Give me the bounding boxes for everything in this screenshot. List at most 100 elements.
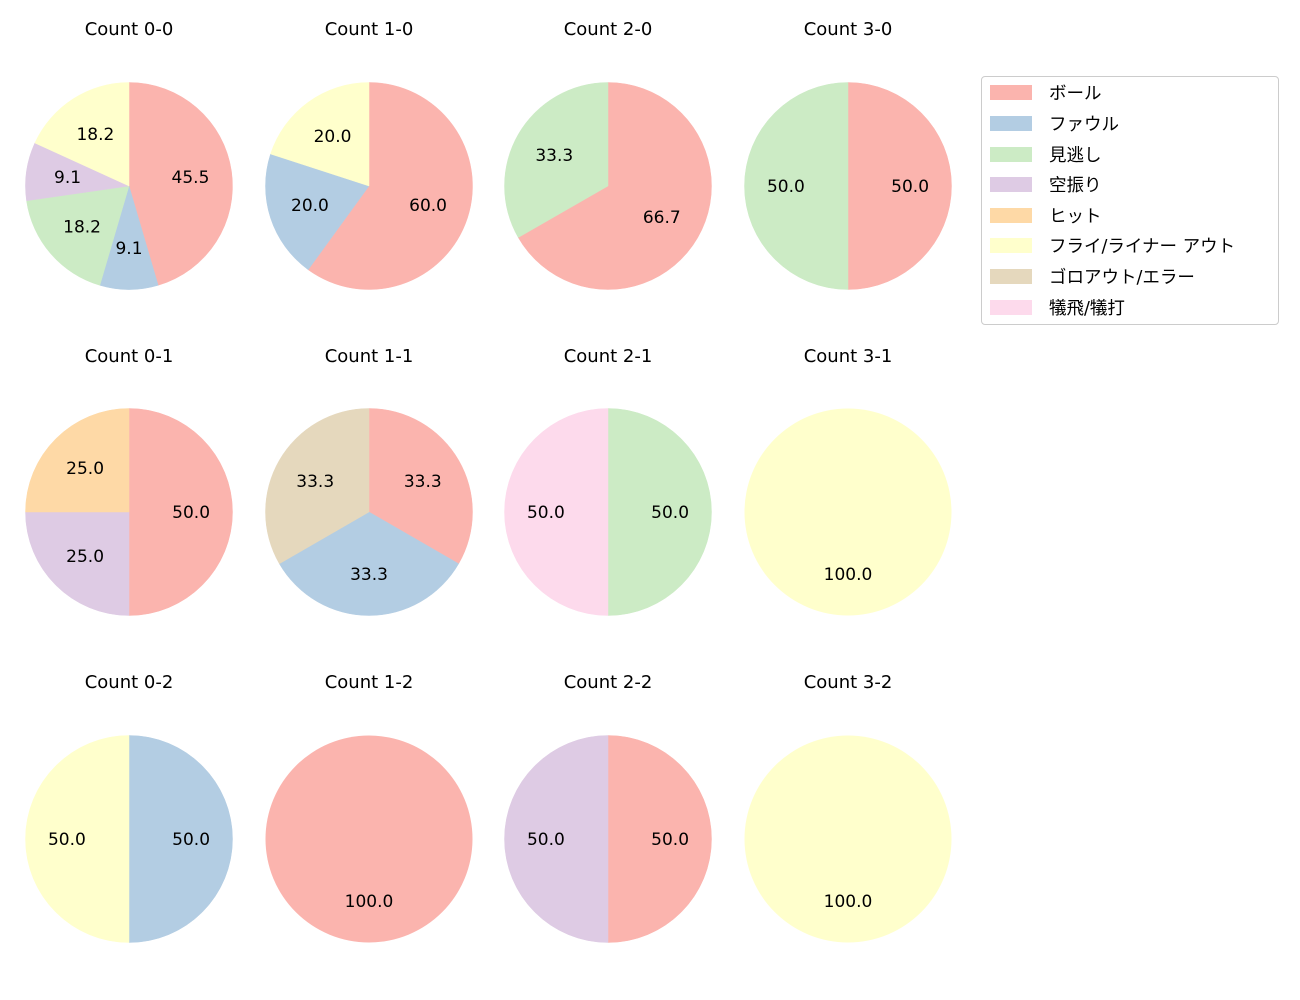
pie-slice — [504, 408, 609, 616]
legend-label: 空振り — [1049, 175, 1102, 196]
pie-title: Count 1-2 — [325, 672, 414, 693]
pie-title: Count 2-0 — [564, 19, 653, 40]
pie-slice — [847, 82, 952, 290]
pie-chart: Count 0-0 45.5 9.1 18.2 9.1 18.2 — [25, 19, 233, 290]
pie-value-label: 18.2 — [76, 125, 114, 145]
pie-title: Count 0-2 — [85, 672, 174, 693]
pie-slice — [25, 511, 130, 616]
pie-value-label: 33.3 — [296, 472, 334, 492]
pie-value-label: 60.0 — [409, 196, 447, 216]
pie-slice — [128, 408, 233, 616]
pie-value-label: 9.1 — [115, 239, 142, 259]
pie-value-label: 50.0 — [767, 177, 805, 197]
pie-chart: Count 2-0 66.7 33.3 — [504, 19, 712, 290]
pie-value-label: 66.7 — [643, 208, 681, 228]
legend-swatch — [990, 237, 1032, 253]
legend-swatch — [990, 207, 1032, 223]
pie-slice — [744, 408, 952, 616]
legend-label: ゴロアウト/エラー — [1049, 267, 1195, 288]
pie-title: Count 1-1 — [325, 346, 414, 367]
pie-slice — [517, 82, 712, 290]
pie-value-label: 50.0 — [651, 503, 689, 523]
pie-value-label: 33.3 — [350, 565, 388, 585]
pie-value-label: 9.1 — [54, 168, 81, 188]
pie-slice — [504, 735, 609, 943]
pie-slice — [34, 82, 130, 187]
pie-value-label: 50.0 — [172, 503, 210, 523]
pie-value-label: 33.3 — [535, 146, 573, 166]
legend-item-foul: ファウル — [990, 112, 1119, 135]
pie-slice — [607, 408, 712, 616]
pie-title: Count 0-0 — [85, 19, 174, 40]
pie-chart: Count 1-1 33.3 33.3 33.3 — [265, 346, 473, 616]
pie-value-label: 45.5 — [172, 168, 210, 188]
pie-slice — [128, 735, 233, 943]
pie-title: Count 3-1 — [804, 346, 893, 367]
legend-swatch — [990, 176, 1032, 192]
legend-label: ボール — [1049, 83, 1102, 104]
legend-label: フライ/ライナー アウト — [1049, 236, 1236, 257]
pie-value-label: 100.0 — [824, 565, 873, 585]
legend-swatch — [990, 146, 1032, 162]
pie-slice — [744, 82, 849, 290]
legend-label: 見逃し — [1049, 145, 1102, 166]
pie-slice — [368, 408, 473, 565]
pie-slice — [744, 735, 952, 943]
pie-slice — [26, 185, 130, 286]
legend: ボール ファウル 見逃し 空振り ヒット フライ/ライナー アウト ゴロアウト/… — [981, 76, 1279, 325]
pie-slice — [265, 153, 370, 271]
pie-slice — [128, 82, 233, 286]
pie-chart: Count 3-0 50.0 50.0 — [744, 19, 952, 290]
legend-item-hit: ヒット — [990, 204, 1102, 227]
pie-chart: Count 1-0 60.0 20.0 20.0 — [265, 19, 473, 290]
pie-title: Count 2-1 — [564, 346, 653, 367]
pie-chart: Count 1-2 100.0 — [265, 672, 473, 943]
pie-value-label: 50.0 — [891, 177, 929, 197]
pie-value-label: 20.0 — [291, 196, 329, 216]
pie-chart: Count 2-2 50.0 50.0 — [504, 672, 712, 943]
legend-swatch — [990, 299, 1032, 315]
pie-value-label: 50.0 — [48, 830, 86, 850]
pie-value-label: 33.3 — [404, 472, 442, 492]
legend-label: 犠飛/犠打 — [1049, 298, 1125, 319]
legend-swatch — [990, 84, 1032, 100]
pie-slice — [265, 408, 370, 565]
legend-label: ヒット — [1049, 206, 1102, 227]
pie-title: Count 0-1 — [85, 346, 174, 367]
legend-swatch — [990, 268, 1032, 284]
pie-chart: Count 0-1 50.0 25.0 25.0 — [25, 346, 233, 616]
pie-chart: Count 0-2 50.0 50.0 — [25, 672, 233, 943]
pie-value-label: 50.0 — [527, 830, 565, 850]
pie-slice — [504, 82, 609, 238]
legend-item-fly-liner-out: フライ/ライナー アウト — [990, 234, 1236, 257]
pie-value-label: 25.0 — [66, 459, 104, 479]
pie-value-label: 50.0 — [651, 830, 689, 850]
legend-label: ファウル — [1049, 114, 1119, 135]
legend-item-ball: ボール — [990, 81, 1102, 104]
pie-title: Count 2-2 — [564, 672, 653, 693]
legend-item-sacrifice: 犠飛/犠打 — [990, 296, 1125, 319]
pie-slice — [265, 735, 473, 943]
pie-title: Count 1-0 — [325, 19, 414, 40]
legend-item-called-strike: 見逃し — [990, 143, 1102, 166]
legend-item-grounder-out-error: ゴロアウト/エラー — [990, 265, 1195, 288]
pie-value-label: 50.0 — [172, 830, 210, 850]
pie-value-label: 18.2 — [63, 218, 101, 238]
pie-chart: Count 3-2 100.0 — [744, 672, 952, 943]
pie-chart: Count 3-1 100.0 — [744, 346, 952, 616]
pie-value-label: 25.0 — [66, 547, 104, 567]
pie-slice — [307, 82, 473, 290]
pie-slice — [270, 82, 370, 187]
pie-slice — [607, 735, 712, 943]
pie-title: Count 3-0 — [804, 19, 893, 40]
pie-value-label: 20.0 — [314, 127, 352, 147]
pie-slice — [25, 408, 130, 513]
pie-title: Count 3-2 — [804, 672, 893, 693]
legend-swatch — [990, 115, 1032, 131]
pie-value-label: 50.0 — [527, 503, 565, 523]
legend-item-swinging-strike: 空振り — [990, 173, 1102, 196]
pie-value-label: 100.0 — [345, 892, 394, 912]
pie-value-label: 100.0 — [824, 892, 873, 912]
pie-chart: Count 2-1 50.0 50.0 — [504, 346, 712, 616]
